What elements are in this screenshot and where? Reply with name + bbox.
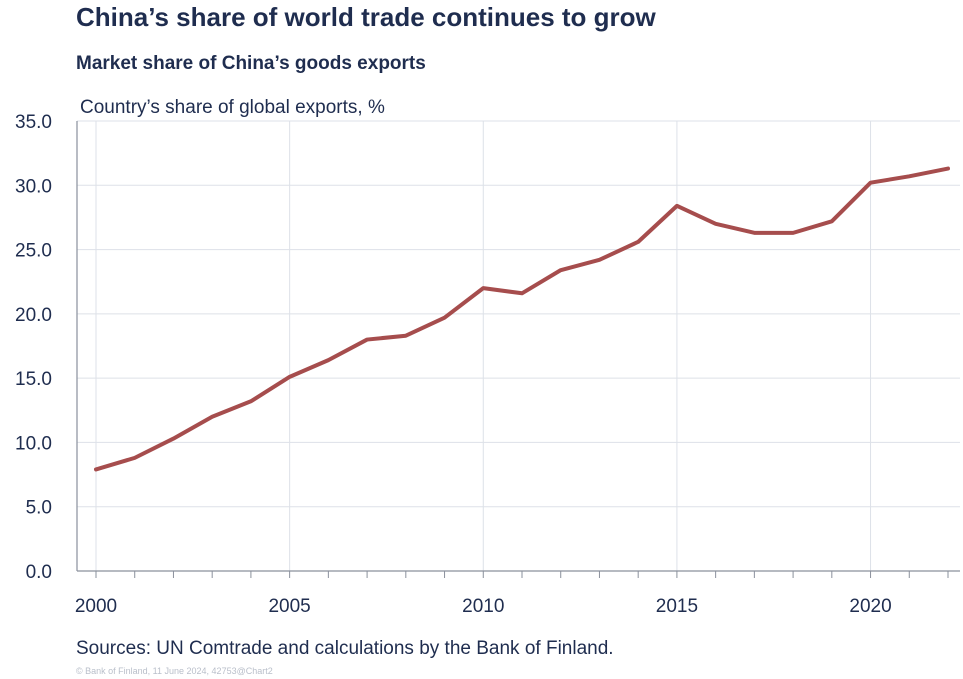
x-tick-label: 2015	[656, 596, 698, 617]
y-tick-label: 5.0	[26, 498, 52, 519]
y-tick-label: 20.0	[15, 305, 52, 326]
chart-subtitle: Market share of China’s goods exports	[76, 53, 426, 74]
series-line	[94, 166, 950, 472]
chart-title: China’s share of world trade continues t…	[76, 2, 656, 32]
y-tick-label: 0.0	[26, 562, 52, 583]
x-tick-label: 2005	[268, 596, 310, 617]
y-tick-label: 25.0	[15, 241, 52, 262]
grid-lines	[77, 120, 960, 571]
y-tick-label: 15.0	[15, 369, 52, 390]
copyright-note: © Bank of Finland, 11 June 2024, 42753@C…	[76, 666, 273, 676]
x-tick-label: 2010	[462, 596, 504, 617]
axes	[76, 121, 960, 578]
y-axis-label: Country’s share of global exports, %	[80, 97, 385, 118]
x-tick-label: 2000	[75, 596, 117, 617]
x-axis-ticks: 2000 2005 2010 2015 2020	[75, 596, 892, 617]
source-note: Sources: UN Comtrade and calculations by…	[76, 638, 614, 659]
x-tick-label: 2020	[849, 596, 891, 617]
series-group	[94, 166, 950, 472]
y-axis-ticks: 0.0 5.0 10.0 15.0 20.0 25.0 30.0 35.0	[15, 112, 52, 583]
y-tick-label: 30.0	[15, 176, 52, 197]
y-tick-label: 35.0	[15, 112, 52, 133]
y-tick-label: 10.0	[15, 433, 52, 454]
